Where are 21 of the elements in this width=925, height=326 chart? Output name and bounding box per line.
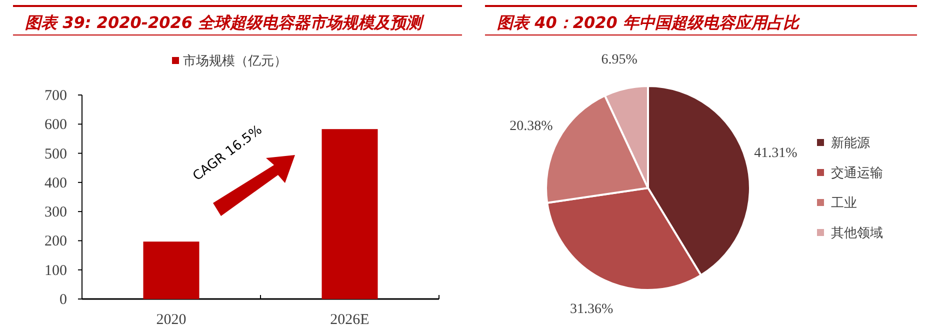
legend-label: 市场规模（亿元） — [183, 53, 287, 68]
legend-label: 其他领域 — [831, 225, 883, 240]
data-label: 41.31% — [754, 146, 798, 162]
y-tick-label: 500 — [44, 146, 67, 162]
data-label: 6.95% — [601, 52, 638, 68]
x-tick-label: 2020 — [156, 312, 186, 326]
legend-label: 交通运输 — [831, 165, 883, 180]
y-tick-label: 400 — [44, 175, 67, 192]
data-label: 31.36% — [570, 302, 614, 318]
y-tick-label: 200 — [44, 234, 67, 250]
y-tick-label: 700 — [44, 88, 67, 104]
y-tick-label: 0 — [60, 292, 67, 308]
data-label: 20.38% — [510, 119, 554, 134]
y-tick-label: 100 — [44, 262, 67, 279]
legend-label: 新能源 — [831, 135, 870, 150]
legend-label: 工业 — [831, 195, 857, 210]
x-tick-label: 2026E — [330, 312, 370, 326]
chart-title: 图表 40：2020 年中国超级电容应用占比 — [497, 13, 801, 32]
y-tick-label: 600 — [44, 117, 67, 134]
y-tick-label: 300 — [44, 204, 67, 221]
chart-title: 图表 39: 2020-2026 全球超级电容器市场规模及预测 — [25, 13, 426, 32]
